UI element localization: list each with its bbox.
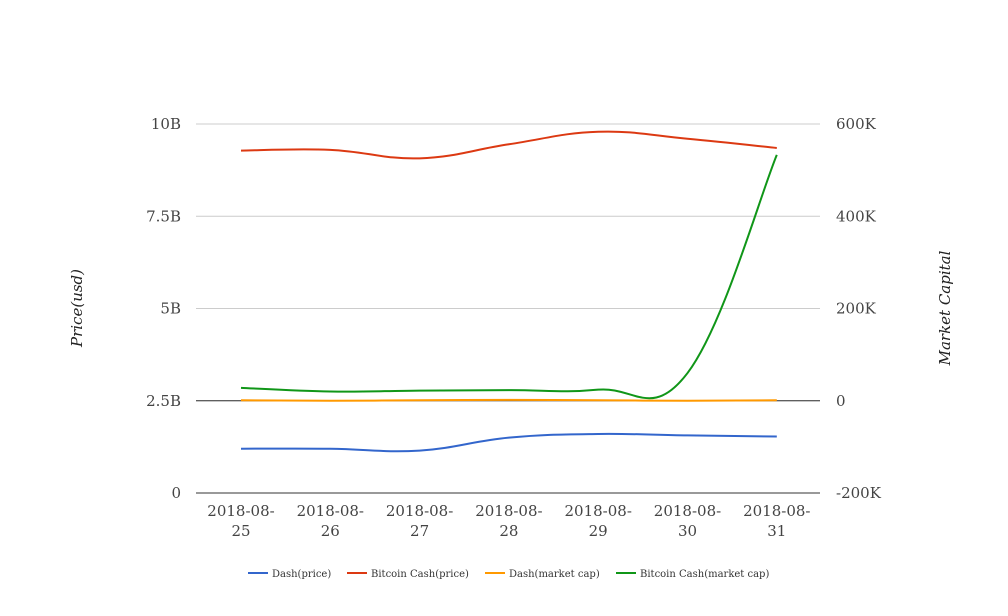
series-line-1 [240, 432, 777, 453]
left-tick-label: 7.5B [146, 207, 181, 225]
series-line-3 [240, 398, 777, 402]
left-tick-label: 2.5B [146, 392, 181, 410]
legend-label: Dash(market cap) [509, 569, 600, 580]
series-lines [240, 130, 778, 453]
x-tick-label: 2018-08-28 [475, 502, 542, 540]
series-line-2 [240, 130, 777, 160]
right-tick-label: -200K [836, 484, 882, 502]
x-tick-label: 2018-08-31 [743, 502, 810, 540]
left-tick-label: 10B [151, 115, 181, 133]
series-line-4 [240, 154, 778, 400]
x-tick-label: 2018-08-29 [564, 502, 631, 540]
x-tick-label: 2018-08-26 [297, 502, 364, 540]
right-tick-label: 600K [836, 115, 877, 133]
left-axis-title: Price(usd) [68, 269, 86, 348]
left-tick-label: 5B [160, 300, 181, 318]
legend-label: Bitcoin Cash(price) [371, 569, 469, 580]
x-tick-label: 2018-08-27 [386, 502, 453, 540]
right-tick-label: 400K [836, 207, 877, 225]
left-tick-label: 0 [171, 484, 181, 502]
x-axis-ticks: 2018-08-25 2018-08-26 2018-08-27 2018-08-28… [207, 502, 810, 540]
x-tick-label: 2018-08-25 [207, 502, 274, 540]
right-axis-ticks: -200K 0 200K 400K 600K [836, 115, 882, 502]
left-axis-ticks: 0 2.5B 5B 7.5B 10B [146, 115, 181, 502]
right-tick-label: 0 [836, 392, 846, 410]
right-axis-title: Market Capital [936, 250, 954, 366]
x-tick-label: 2018-08-30 [654, 502, 721, 540]
right-tick-label: 200K [836, 300, 877, 318]
legend-label: Bitcoin Cash(market cap) [640, 569, 769, 580]
legend: Dash(price) Bitcoin Cash(price) Dash(marke… [248, 569, 769, 580]
legend-label: Dash(price) [272, 569, 331, 580]
